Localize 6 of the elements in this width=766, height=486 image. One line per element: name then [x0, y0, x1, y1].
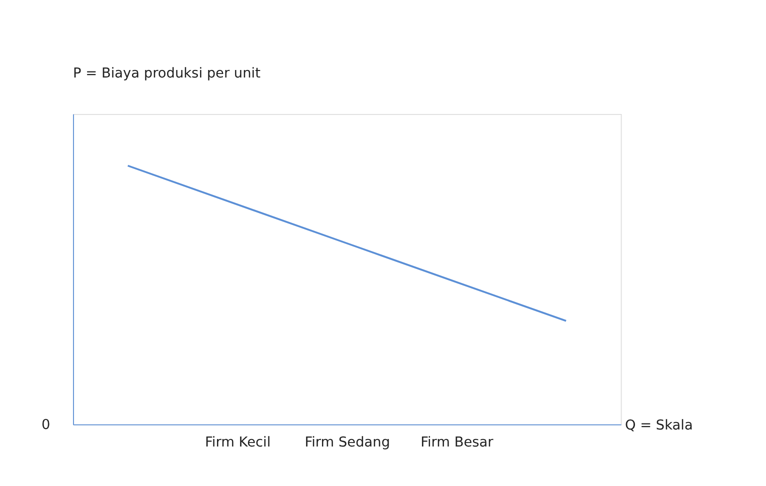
x-tick-label: Firm Besar — [420, 434, 494, 451]
text: 0 — [41, 416, 50, 433]
x-tick-label: Firm Kecil — [205, 434, 271, 451]
x-tick-label: Firm Sedang — [304, 434, 390, 451]
x-axis-title: Q = Skala — [624, 417, 693, 434]
text: P = Biaya produksi per unit — [73, 65, 262, 82]
